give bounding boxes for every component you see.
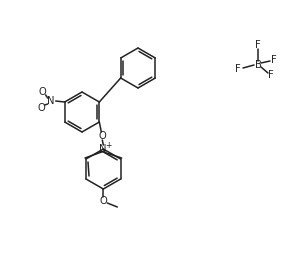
Text: O: O: [99, 131, 106, 141]
Text: F: F: [255, 40, 261, 50]
Text: N: N: [47, 96, 54, 106]
Text: N: N: [99, 144, 106, 154]
Text: B: B: [255, 60, 262, 70]
Text: O: O: [99, 196, 107, 206]
Text: F: F: [271, 55, 277, 65]
Text: O: O: [38, 103, 45, 113]
Text: F: F: [235, 64, 241, 74]
Text: +: +: [105, 142, 111, 151]
Text: O: O: [39, 87, 47, 97]
Text: F: F: [268, 70, 274, 80]
